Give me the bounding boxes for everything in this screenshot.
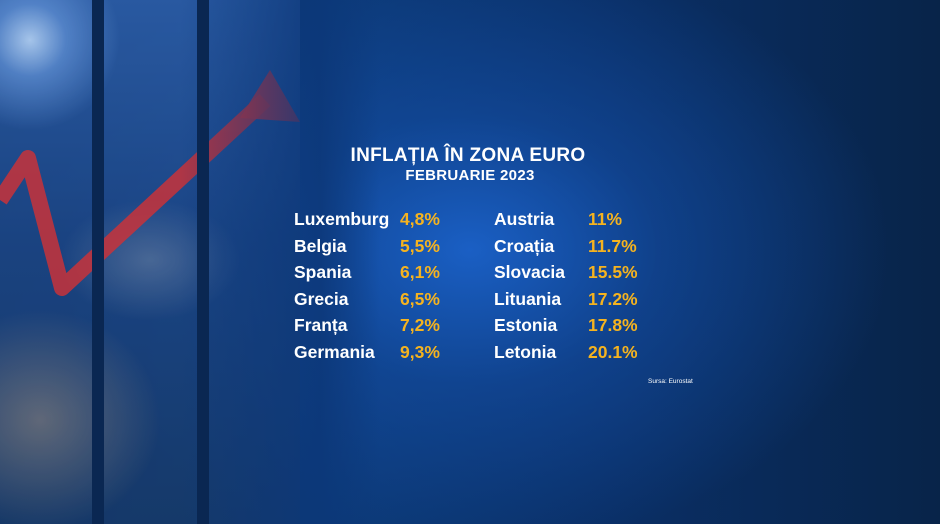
country-name: Belgia (294, 235, 347, 256)
country-name: Letonia (494, 341, 557, 362)
graphic-title: INFLAȚIA ÎN ZONA EURO (350, 145, 586, 166)
list-item: Belgia 5,5% (294, 233, 440, 260)
country-name: Franța (294, 315, 348, 336)
inflation-value: 5,5% (400, 235, 440, 256)
inflation-value: 6,1% (400, 262, 440, 283)
inflation-value: 11% (588, 209, 623, 229)
inflation-value: 4,8% (400, 209, 440, 229)
list-item: Luxemburg 4,8% (294, 206, 440, 233)
graphic-subtitle: FEBRUARIE 2023 (405, 167, 535, 184)
inflation-value: 9,3% (400, 341, 440, 362)
list-item: Germania 9,3% (294, 339, 440, 366)
inflation-value: 6,5% (400, 288, 440, 309)
vertical-stripe (197, 0, 209, 524)
list-item: Spania 6,1% (294, 259, 440, 286)
country-name: Austria (494, 209, 555, 229)
country-name: Slovacia (494, 262, 566, 283)
inflation-value: 11.7% (588, 235, 637, 256)
list-item: Franța 7,2% (294, 312, 440, 339)
list-item: Grecia 6,5% (294, 286, 440, 313)
list-item: Estonia 17.8% (494, 312, 638, 339)
inflation-value: 20.1% (588, 341, 638, 362)
inflation-value: 7,2% (400, 315, 440, 336)
country-name: Luxemburg (294, 209, 390, 229)
country-name: Grecia (294, 288, 349, 309)
inflation-list-left: Luxemburg 4,8% Belgia 5,5% Spania 6,1% Grec… (294, 206, 440, 366)
country-name: Croația (494, 235, 555, 256)
list-item: Austria 11% (494, 206, 622, 233)
background-fade (180, 0, 380, 524)
country-name: Estonia (494, 315, 558, 336)
inflation-list-right: Austria 11% Croația 11.7% Slovacia 15.5% Li… (494, 206, 638, 366)
country-name: Lituania (494, 288, 562, 309)
list-item: Lituania 17.2% (494, 286, 638, 313)
country-name: Spania (294, 262, 352, 283)
source-credit: Sursa: Eurostat (648, 378, 693, 385)
list-item: Slovacia 15.5% (494, 259, 638, 286)
vertical-stripe (92, 0, 104, 524)
inflation-value: 17.8% (588, 315, 638, 336)
list-item: Croația 11.7% (494, 233, 637, 260)
inflation-value: 15.5% (588, 262, 638, 283)
inflation-value: 17.2% (588, 288, 638, 309)
list-item: Letonia 20.1% (494, 339, 638, 366)
country-name: Germania (294, 341, 375, 362)
